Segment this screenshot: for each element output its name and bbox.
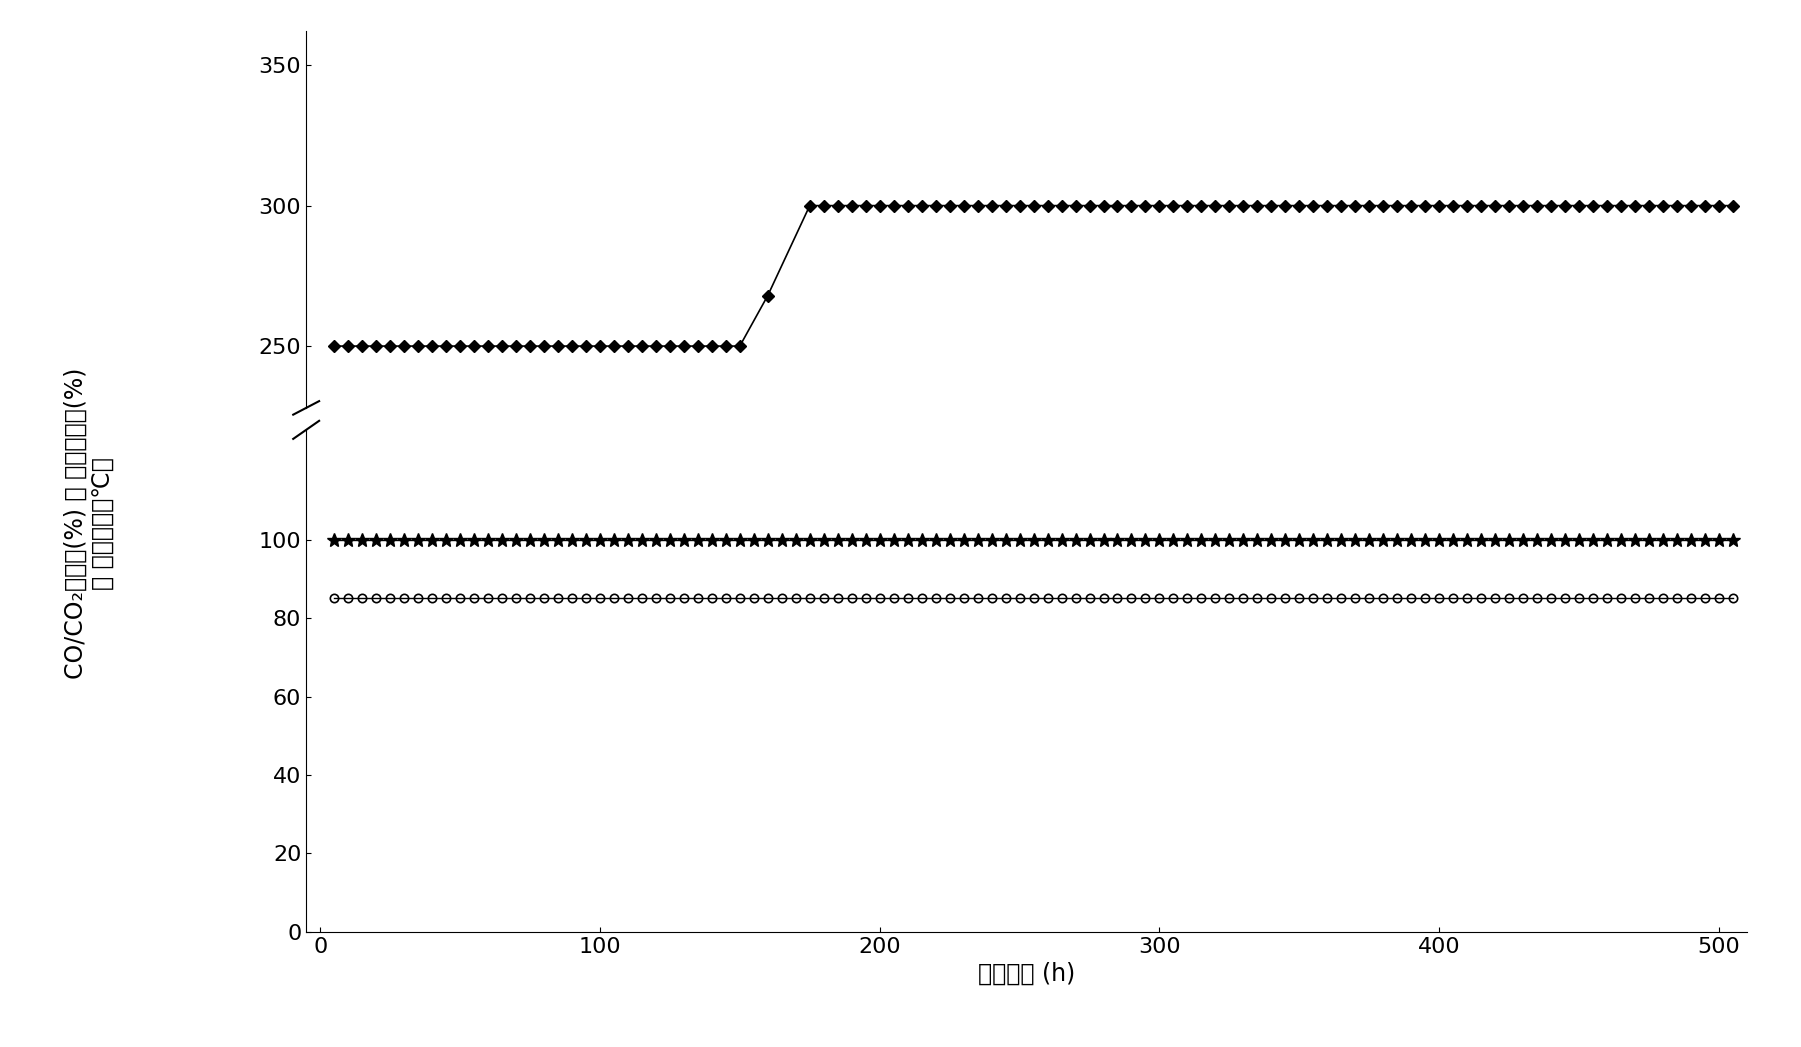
Text: CO/CO₂转化率(%) 或 甲烷选择性(%)
或 反应温度（℃）: CO/CO₂转化率(%) 或 甲烷选择性(%) 或 反应温度（℃） [65, 367, 115, 680]
X-axis label: 反应时间 (h): 反应时间 (h) [978, 962, 1075, 986]
